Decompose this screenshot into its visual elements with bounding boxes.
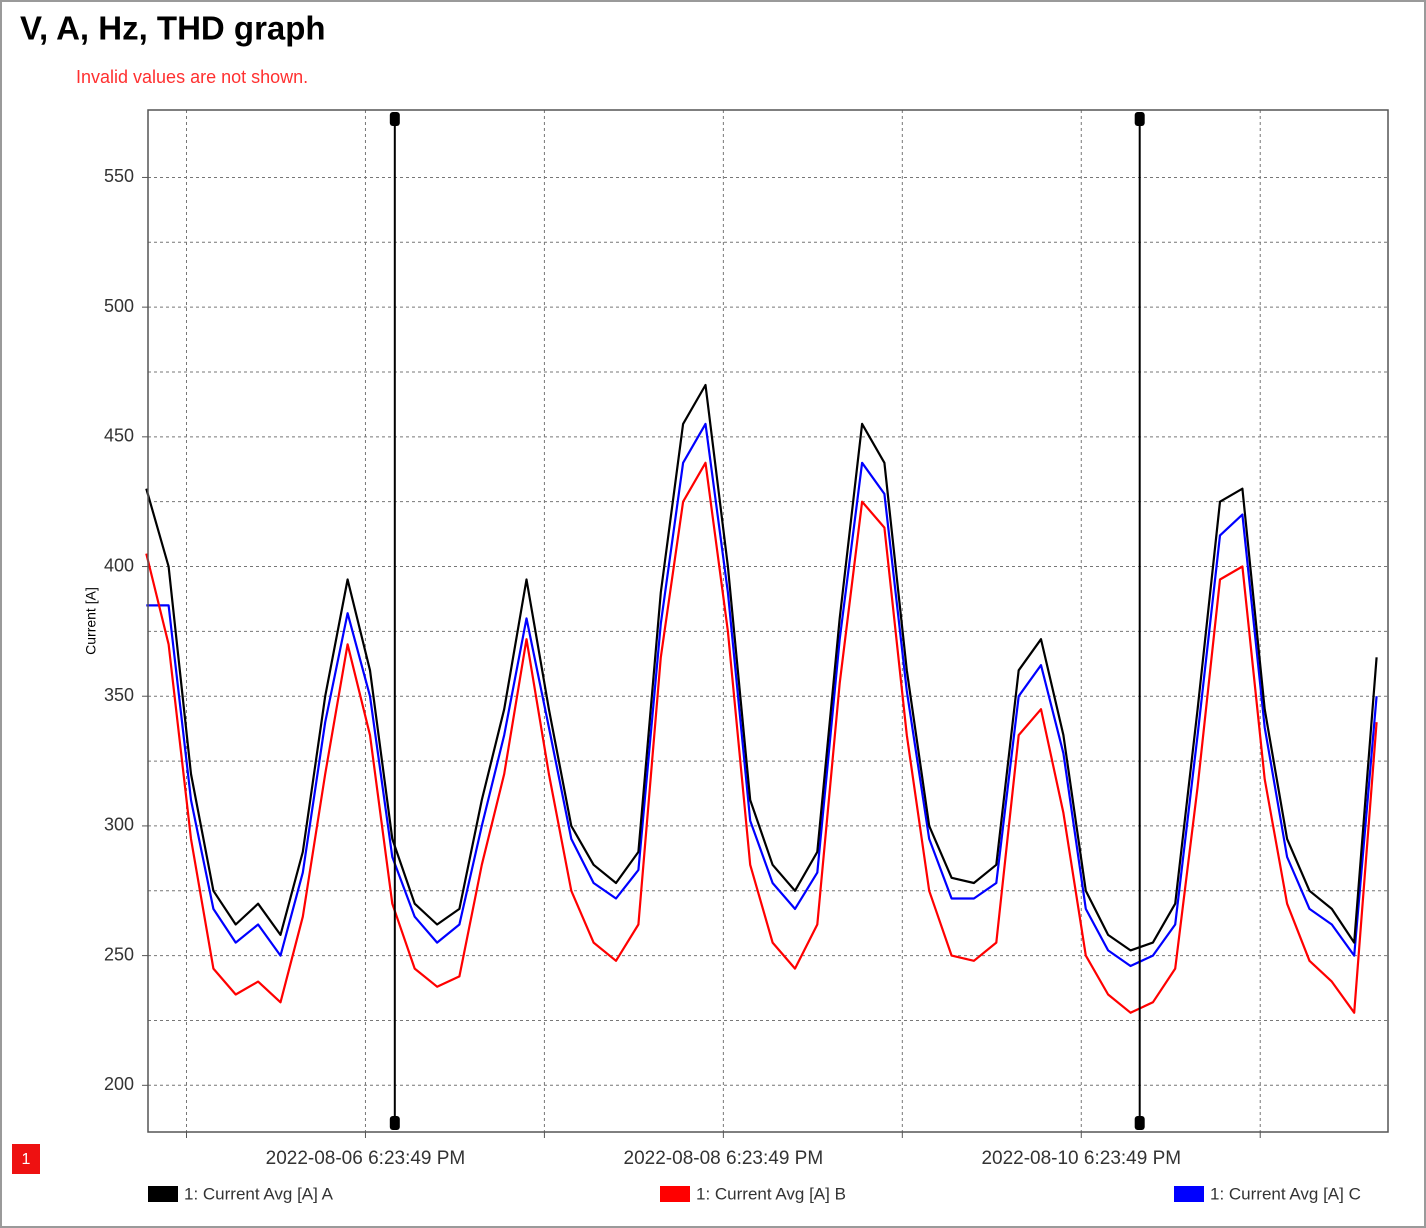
legend-swatch (148, 1186, 178, 1202)
y-tick-label: 400 (104, 555, 134, 575)
y-axis-label: Current [A] (83, 587, 99, 655)
legend-swatch (1174, 1186, 1204, 1202)
badge-box (12, 1144, 40, 1174)
y-tick-label: 300 (104, 815, 134, 835)
legend-label: 1: Current Avg [A] C (1210, 1184, 1361, 1203)
series-line (146, 422, 1378, 968)
series-line (145, 383, 1378, 952)
plot-border (147, 109, 1389, 1133)
legend-label: 1: Current Avg [A] A (184, 1184, 334, 1203)
note: Invalid values are not shown. (76, 67, 308, 87)
x-tick-label: 2022-08-06 6:23:49 PM (266, 1148, 466, 1169)
legend-label: 1: Current Avg [A] B (696, 1184, 846, 1203)
y-tick-label: 350 (104, 685, 134, 705)
y-tick-label: 200 (104, 1074, 134, 1094)
cursor-handle (1134, 112, 1145, 126)
y-tick-label: 450 (104, 426, 134, 446)
x-tick-label: 2022-08-10 6:23:49 PM (981, 1148, 1181, 1169)
chart-title: V, A, Hz, THD graph (20, 10, 326, 47)
x-tick-label: 2022-08-08 6:23:49 PM (624, 1148, 824, 1169)
y-tick-label: 500 (104, 296, 134, 316)
cursor-handle (389, 1116, 400, 1130)
legend-swatch (660, 1186, 690, 1202)
series-line (145, 461, 1378, 1014)
badge: 1 (22, 1151, 31, 1168)
cursor-handle (389, 112, 400, 126)
y-tick-label: 550 (104, 166, 134, 186)
y-tick-label: 250 (104, 944, 134, 964)
cursor-handle (1134, 1116, 1145, 1130)
